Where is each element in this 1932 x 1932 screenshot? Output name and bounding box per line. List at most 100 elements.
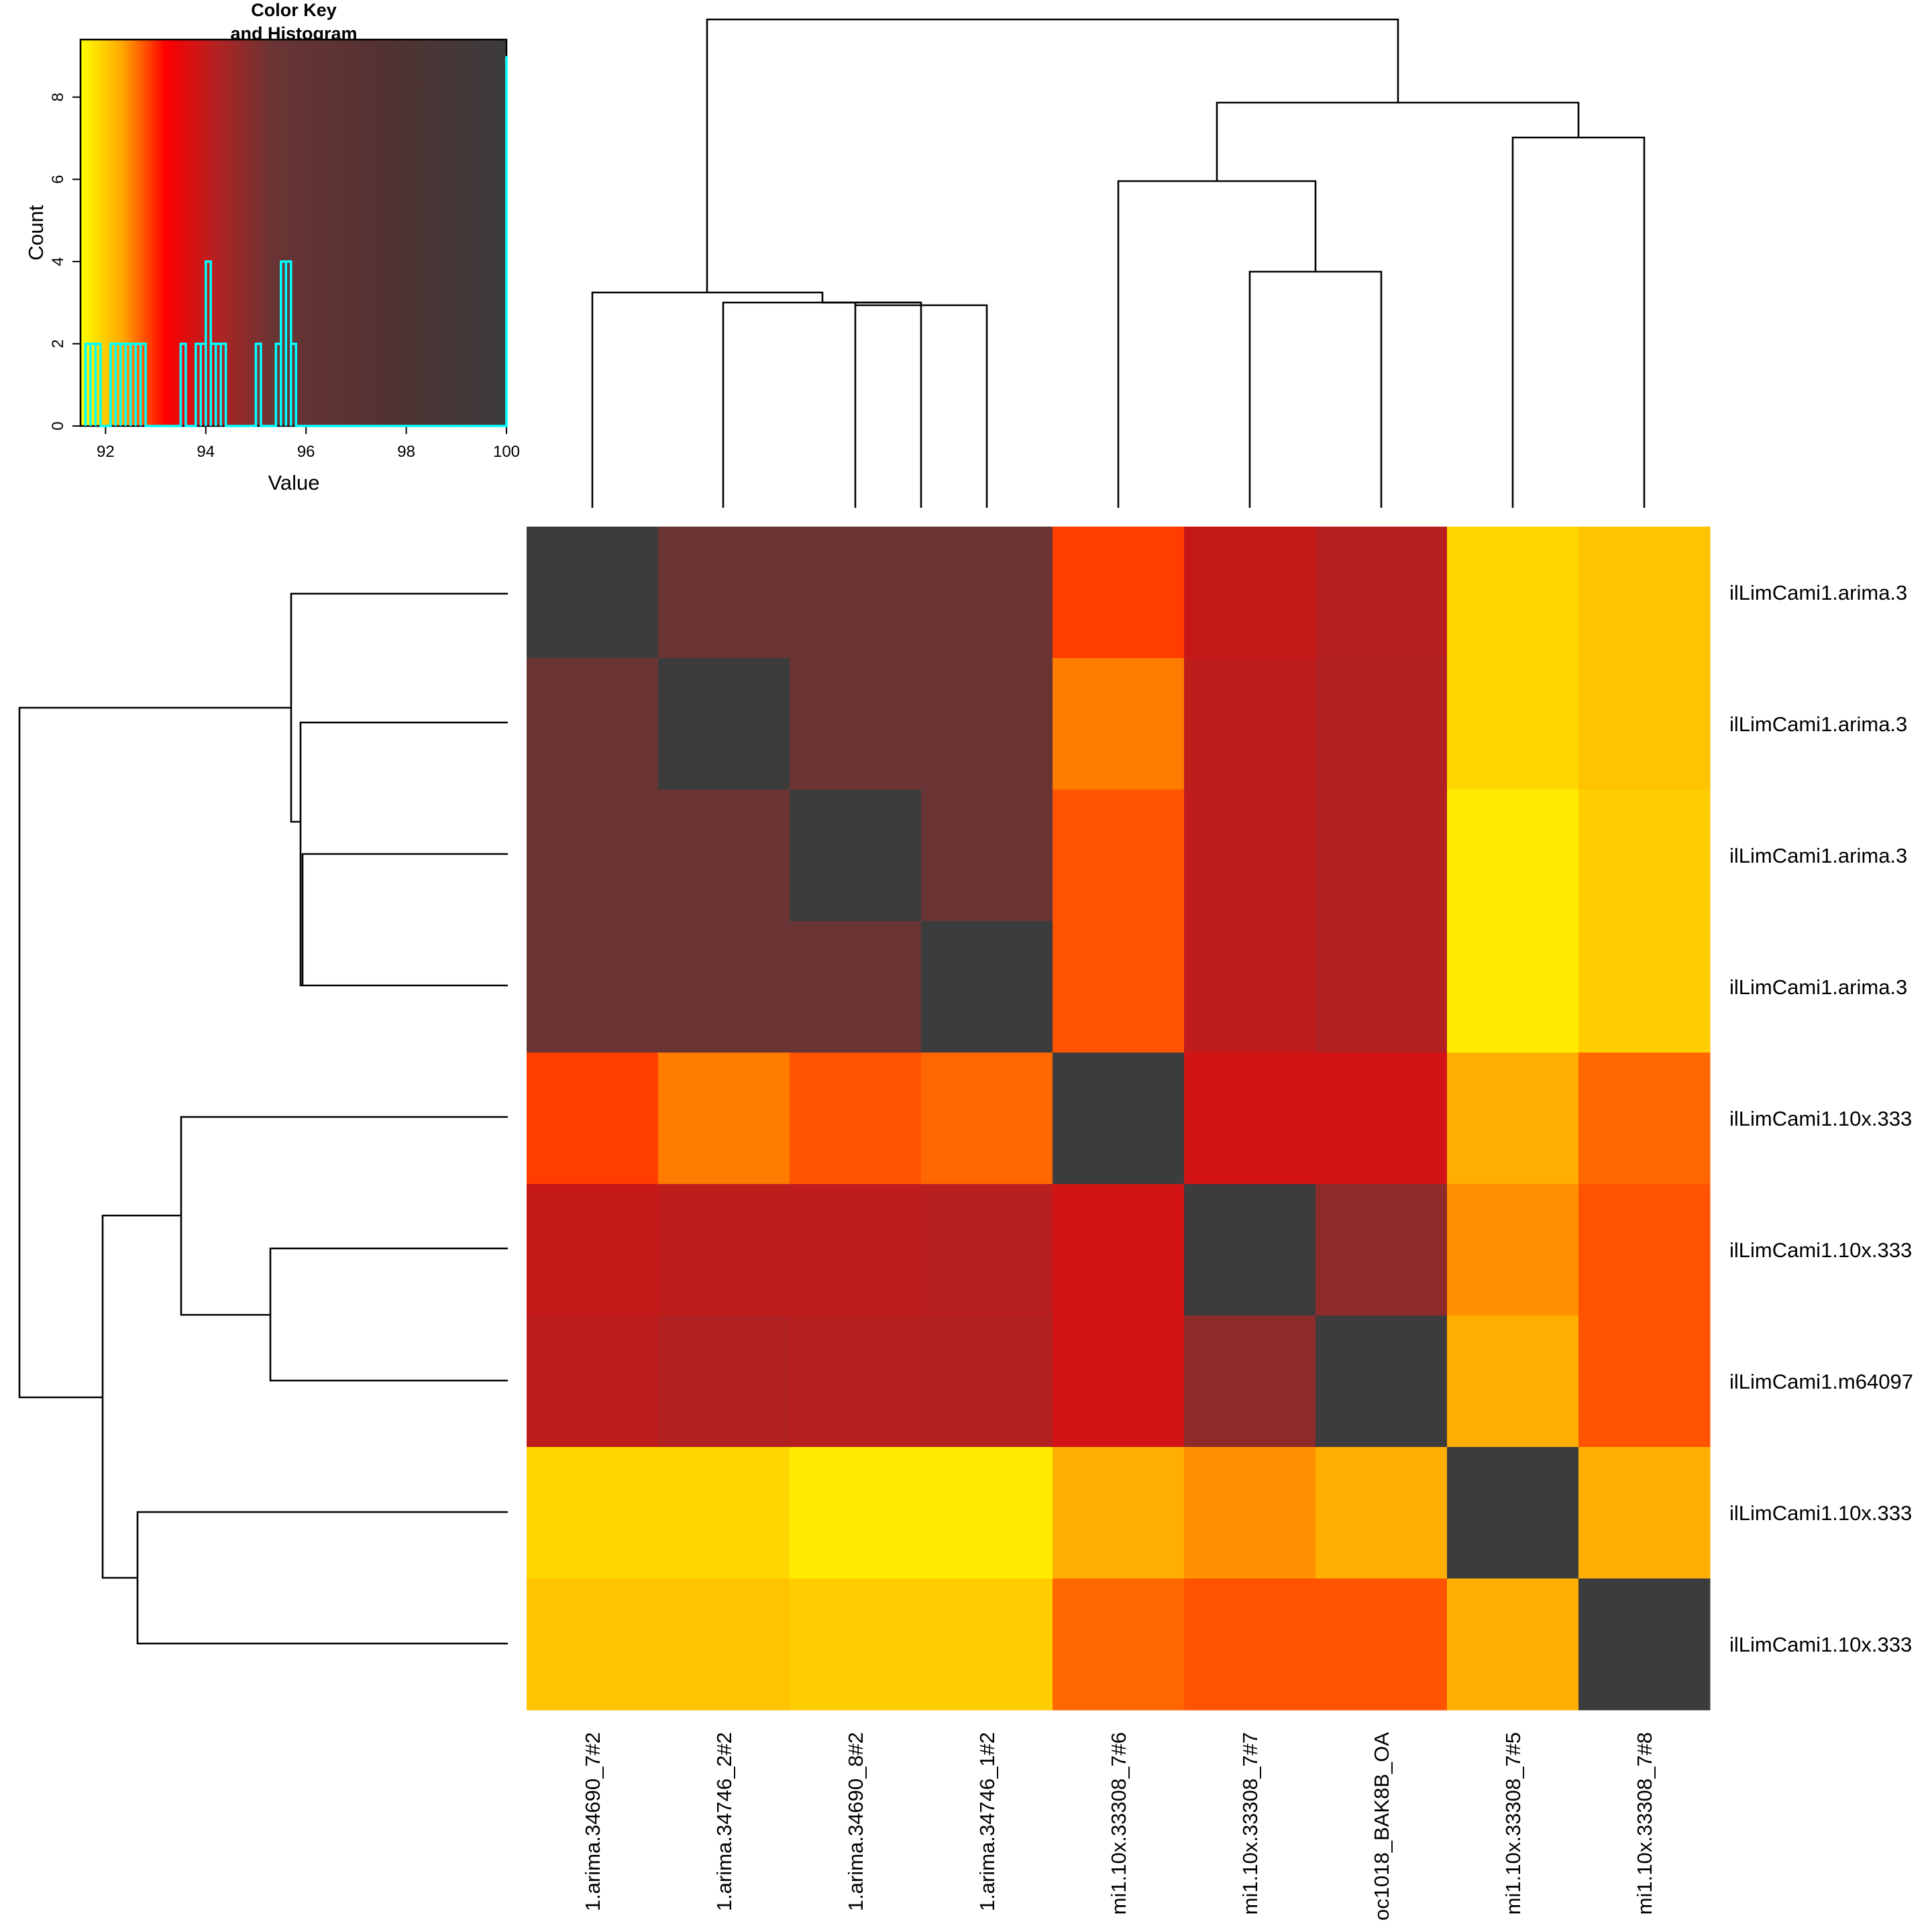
heatmap-cell <box>658 1184 790 1316</box>
heatmap-cell <box>527 1316 659 1448</box>
heatmap-cell <box>1447 658 1579 790</box>
column-label: 1.arima.34690_7#2 <box>581 1732 604 1911</box>
heatmap-cell <box>527 790 659 922</box>
heatmap-cell <box>527 1184 659 1316</box>
heatmap-cell <box>1184 1447 1316 1579</box>
heatmap-cell <box>658 1316 790 1448</box>
heatmap-cell <box>1053 1578 1185 1711</box>
heatmap-cell <box>1447 527 1579 659</box>
heatmap-cell <box>658 527 790 659</box>
key-ytick-label: 4 <box>49 257 67 266</box>
key-xtick-label: 100 <box>493 443 520 461</box>
color-key: Color Key and Histogram 92 94 96 98 10002468… <box>24 0 520 494</box>
heatmap-cell <box>790 527 922 659</box>
heatmap-cell <box>658 1578 790 1711</box>
heatmap-cell <box>790 1053 922 1185</box>
heatmap-cell <box>527 658 659 790</box>
heatmap-cell <box>658 921 790 1053</box>
heatmap-cell <box>1184 658 1316 790</box>
heatmap-cell <box>1053 1316 1185 1448</box>
key-gradient <box>80 40 506 426</box>
heatmap-cell <box>1447 1184 1579 1316</box>
column-label: mi1.10x.33308_7#8 <box>1633 1732 1656 1915</box>
heatmap-cell <box>1578 790 1711 922</box>
heatmap-cell <box>1316 1184 1448 1316</box>
heatmap-cell <box>1447 1316 1579 1448</box>
heatmap-cell <box>1447 790 1579 922</box>
row-label: ilLimCami1.arima.3 <box>1729 975 1907 999</box>
column-dendrogram <box>591 18 1646 508</box>
heatmap-cell <box>1184 790 1316 922</box>
heatmap-cells <box>527 527 1711 1711</box>
heatmap-cell <box>527 1053 659 1185</box>
heatmap-cell <box>527 921 659 1053</box>
heatmap-cell <box>527 1447 659 1579</box>
row-label: ilLimCami1.10x.333 <box>1729 1107 1912 1130</box>
heatmap-cell <box>921 527 1053 659</box>
heatmap-cell <box>921 1578 1053 1711</box>
heatmap-cell <box>1184 1316 1316 1448</box>
heatmap-cell <box>1184 1053 1316 1185</box>
heatmap-cell <box>921 1447 1053 1579</box>
row-label: ilLimCami1.10x.333 <box>1729 1633 1912 1656</box>
heatmap-cell <box>790 921 922 1053</box>
heatmap-cell <box>1053 1447 1185 1579</box>
heatmap-cell <box>790 1316 922 1448</box>
heatmap-cell <box>1316 527 1448 659</box>
key-ylabel: Count <box>24 205 48 260</box>
key-ytick-label: 6 <box>49 175 67 184</box>
key-ytick-label: 0 <box>49 421 67 430</box>
heatmap-cell <box>921 790 1053 922</box>
row-label: ilLimCami1.10x.333 <box>1729 1501 1912 1525</box>
heatmap-cell <box>1316 1578 1448 1711</box>
heatmap-cell <box>1184 1184 1316 1316</box>
heatmap-cell <box>527 1578 659 1711</box>
heatmap-cell <box>790 1447 922 1579</box>
heatmap-cell <box>1578 921 1711 1053</box>
heatmap-cell <box>921 1316 1053 1448</box>
heatmap-cell <box>658 1447 790 1579</box>
key-xtick-label: 98 <box>397 443 415 461</box>
column-label: oc1018_BAK8B_OA <box>1370 1732 1393 1921</box>
key-ytick-label: 2 <box>49 339 67 348</box>
heatmap-cell <box>1316 1447 1448 1579</box>
key-title-line1: Color Key <box>251 0 337 20</box>
heatmap-cell <box>1578 658 1711 790</box>
heatmap-cell <box>1053 658 1185 790</box>
heatmap-cell <box>921 1184 1053 1316</box>
heatmap-cell <box>1447 1578 1579 1711</box>
heatmap-cell <box>1447 921 1579 1053</box>
row-dendrogram <box>18 592 508 1645</box>
heatmap-cell <box>1184 921 1316 1053</box>
column-label: mi1.10x.33308_7#6 <box>1107 1732 1130 1915</box>
key-ytick-label: 8 <box>49 93 67 101</box>
heatmap-cell <box>1578 1578 1711 1711</box>
heatmap-cell <box>658 658 790 790</box>
heatmap-cell <box>1578 1184 1711 1316</box>
heatmap-cell <box>790 1184 922 1316</box>
heatmap-cell <box>1316 1053 1448 1185</box>
heatmap-cell <box>921 658 1053 790</box>
column-label: mi1.10x.33308_7#7 <box>1238 1732 1262 1915</box>
column-label: mi1.10x.33308_7#5 <box>1501 1732 1525 1915</box>
row-labels: ilLimCami1.arima.3 ilLimCami1.arima.3 ilLi… <box>1729 581 1913 1656</box>
heatmap-cell <box>1578 1447 1711 1579</box>
heatmap-cell <box>921 1053 1053 1185</box>
row-label: ilLimCami1.arima.3 <box>1729 844 1907 867</box>
row-label: ilLimCami1.arima.3 <box>1729 712 1907 736</box>
column-label: 1.arima.34746_2#2 <box>712 1732 736 1911</box>
row-label: ilLimCami1.arima.3 <box>1729 581 1907 604</box>
heatmap-cell <box>1316 1316 1448 1448</box>
column-labels: 1.arima.34690_7#2 1.arima.34746_2#2 1.arim… <box>581 1732 1656 1921</box>
heatmap-cell <box>1447 1447 1579 1579</box>
heatmap-cell <box>658 790 790 922</box>
heatmap-cell <box>921 921 1053 1053</box>
key-xtick-label: 96 <box>297 443 315 461</box>
heatmap-cell <box>1053 921 1185 1053</box>
heatmap-cell <box>1053 1184 1185 1316</box>
heatmap-cell <box>1316 921 1448 1053</box>
heatmap-cell <box>1578 527 1711 659</box>
key-xtick-label: 94 <box>197 443 215 461</box>
